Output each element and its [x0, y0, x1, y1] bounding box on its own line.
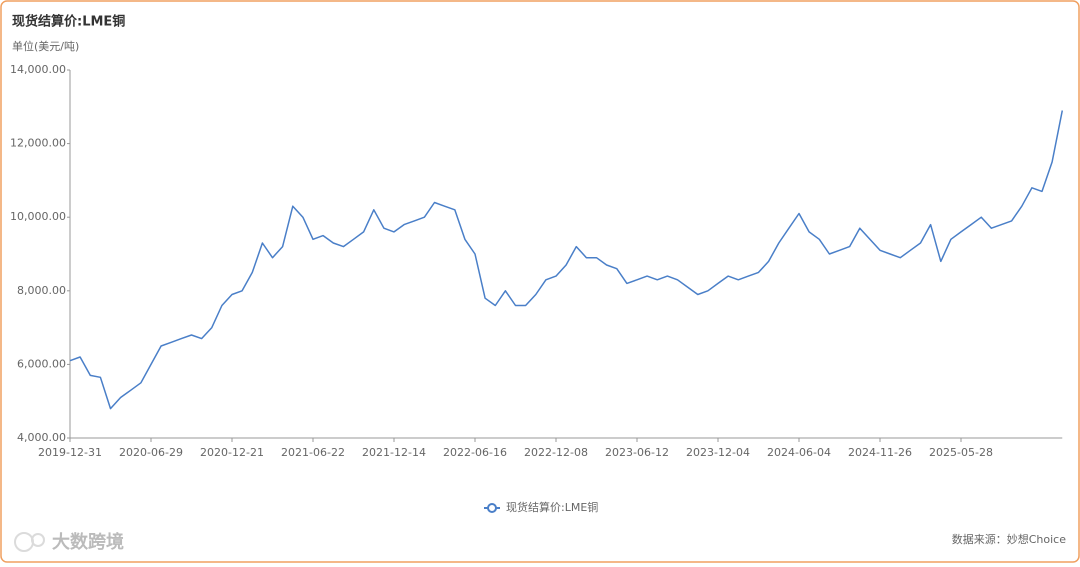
legend-marker — [487, 503, 497, 513]
x-tick-label: 2020-12-21 — [200, 446, 264, 459]
x-tick-label: 2023-06-12 — [605, 446, 669, 459]
y-tick-label: 10,000.00 — [10, 210, 66, 223]
y-axis-label: 单位(美元/吨) — [12, 39, 79, 53]
x-tick-label: 2024-06-04 — [767, 446, 831, 459]
x-tick-label: 2019-12-31 — [38, 446, 102, 459]
x-tick-label: 2025-05-28 — [929, 446, 993, 459]
x-tick-label: 2023-12-04 — [686, 446, 750, 459]
y-tick-label: 8,000.00 — [17, 284, 66, 297]
watermark-logo — [14, 532, 45, 552]
source: 数据来源：妙想Choice — [952, 532, 1066, 546]
x-tick-label: 2022-06-16 — [443, 446, 507, 459]
watermark: 大数跨境 — [52, 531, 124, 553]
y-tick-label: 4,000.00 — [17, 431, 66, 444]
x-tick-label: 2024-11-26 — [848, 446, 912, 459]
x-tick-label: 2021-12-14 — [362, 446, 426, 459]
line — [69, 110, 1064, 410]
y-tick-label: 6,000.00 — [17, 357, 66, 370]
x-tick-label: 2021-06-22 — [281, 446, 345, 459]
y-tick-label: 14,000.00 — [10, 63, 66, 76]
chart-title: 现货结算价:LME铜 — [12, 14, 125, 30]
y-tick-label: 12,000.00 — [10, 137, 66, 150]
legend-label: 现货结算价:LME铜 — [506, 500, 598, 514]
x-tick-label: 2022-12-08 — [524, 446, 588, 459]
x-tick-label: 2020-06-29 — [119, 446, 183, 459]
